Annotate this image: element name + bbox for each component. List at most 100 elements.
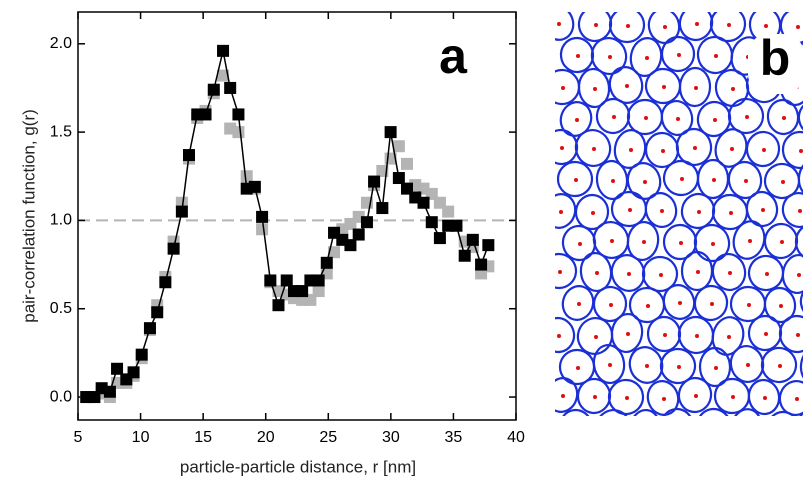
particle-center [764, 24, 768, 28]
particle [561, 285, 595, 321]
particle-center [780, 240, 784, 244]
particle-center [660, 209, 664, 213]
x-tick-label: 15 [194, 429, 212, 446]
data-point [368, 175, 381, 188]
particle-center [697, 210, 701, 214]
data-point [175, 205, 188, 218]
particle [555, 316, 576, 354]
y-axis-label: pair-correlation function, g(r) [19, 109, 38, 323]
particle [796, 406, 803, 416]
particle-center [625, 84, 629, 88]
data-point [217, 44, 230, 57]
particle [594, 408, 632, 416]
particle [644, 192, 678, 228]
particle-center [746, 363, 750, 367]
particle [693, 284, 729, 322]
particle-center [747, 303, 751, 307]
particle [592, 343, 626, 385]
particle-center [659, 273, 663, 277]
particle-center [594, 335, 598, 339]
data-point [240, 170, 253, 183]
x-axis-label: particle-particle distance, r [nm] [180, 457, 416, 476]
y-tick-label: 1.0 [50, 212, 72, 229]
particle-center [761, 208, 765, 212]
data-point [328, 246, 341, 259]
particle-center [661, 149, 665, 153]
data-point [207, 83, 220, 96]
particle-center [778, 364, 782, 368]
data-point [272, 299, 285, 312]
particle-center [626, 332, 630, 336]
particle-center [713, 118, 717, 122]
data-point [392, 172, 405, 185]
particle [799, 284, 803, 320]
particle-center [643, 180, 647, 184]
particle-center [558, 270, 562, 274]
particle [727, 160, 763, 200]
particle-center [696, 270, 700, 274]
x-tick-label: 40 [507, 429, 525, 446]
particle-center [662, 85, 666, 89]
particle-center [593, 87, 597, 91]
data-point [103, 385, 116, 398]
particle [765, 410, 801, 416]
particle [794, 222, 803, 262]
particle-center [561, 394, 565, 398]
data-point [401, 157, 414, 170]
data-point [232, 108, 245, 121]
particle-center [729, 211, 733, 215]
data-point [376, 202, 389, 215]
particle-center [559, 210, 563, 214]
particle [628, 408, 662, 416]
particle-center [645, 364, 649, 368]
particle-center [728, 271, 732, 275]
particle-center [795, 397, 799, 401]
particle-center [610, 239, 614, 243]
label-background [748, 34, 803, 94]
particle [608, 12, 646, 44]
data-point [417, 196, 430, 209]
particle-center [797, 273, 801, 277]
particle-center [695, 334, 699, 338]
particle-center [629, 148, 633, 152]
particle-center [676, 117, 680, 121]
particle [698, 346, 732, 388]
particle-center [782, 428, 786, 432]
data-point [392, 140, 405, 153]
data-point [159, 276, 172, 289]
particle-center [608, 363, 612, 367]
x-tick-label: 10 [132, 429, 150, 446]
data-point [450, 219, 463, 232]
y-tick-label: 2.0 [50, 35, 72, 52]
particle-center [575, 426, 579, 430]
particle-center [695, 22, 699, 26]
particle-center [678, 301, 682, 305]
data-point [312, 285, 325, 298]
data-point [256, 210, 269, 223]
particle-center [731, 87, 735, 91]
particle [574, 129, 612, 167]
particle [558, 408, 594, 416]
x-tick-label: 35 [445, 429, 463, 446]
y-tick-label: 1.5 [50, 123, 72, 140]
particle-center [731, 395, 735, 399]
x-tick-label: 20 [257, 429, 275, 446]
particle-center [693, 146, 697, 150]
particle [797, 157, 803, 199]
particle [760, 346, 798, 384]
particle-center [591, 211, 595, 215]
particle [675, 127, 713, 167]
data-point [384, 126, 397, 139]
x-tick-label: 25 [319, 429, 337, 446]
particle-center [727, 23, 731, 27]
particle-center [595, 271, 599, 275]
particle-center [796, 333, 800, 337]
particle-center [557, 22, 561, 26]
particle-center [575, 118, 579, 122]
particle-center [745, 427, 749, 431]
data-point [256, 223, 269, 236]
data-point [199, 108, 212, 121]
particle-center [612, 115, 616, 119]
particle-center [646, 304, 650, 308]
data-point [425, 216, 438, 229]
